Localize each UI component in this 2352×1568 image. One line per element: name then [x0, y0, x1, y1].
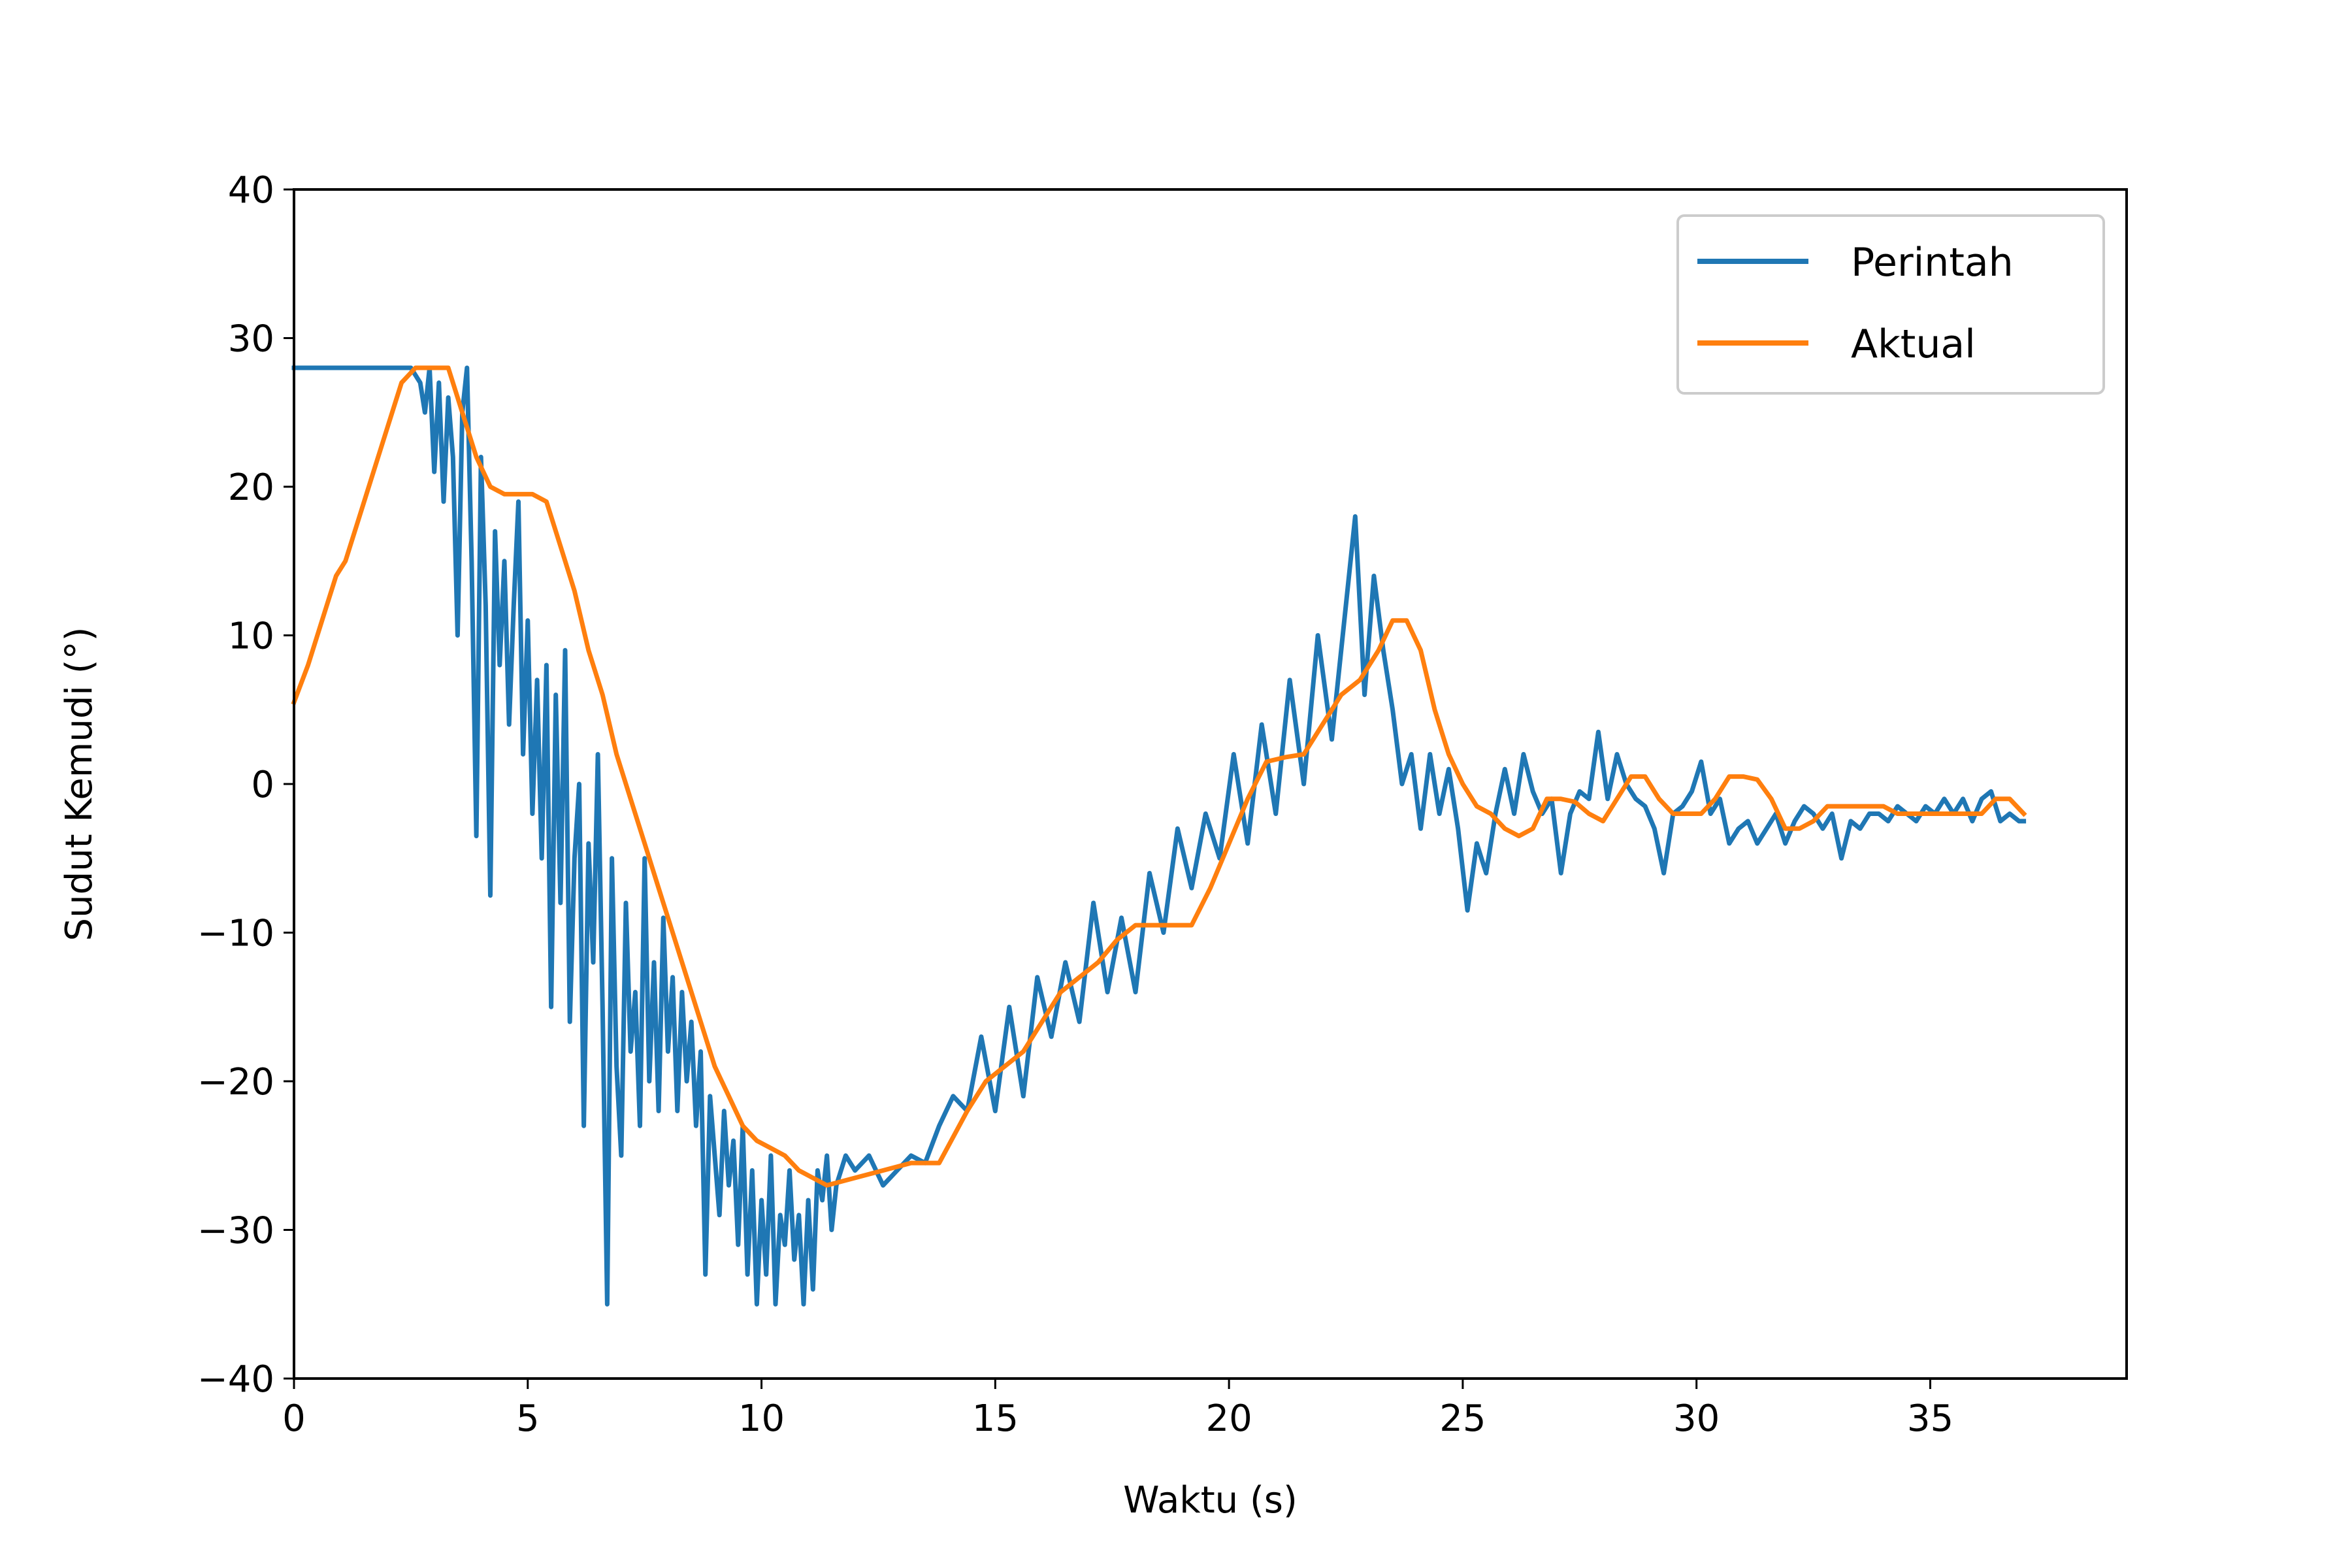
x-tick-label: 25	[1439, 1397, 1486, 1440]
y-tick-label: −10	[197, 913, 274, 955]
x-tick-label: 10	[738, 1397, 785, 1440]
x-tick-label: 30	[1673, 1397, 1720, 1440]
x-tick-label: 15	[972, 1397, 1019, 1440]
x-tick-label: 5	[516, 1397, 540, 1440]
y-tick-label: 40	[228, 169, 274, 212]
x-axis-title: Waktu (s)	[1123, 1479, 1298, 1522]
y-axis: −40 −30 −20 −10 0 10 20 30 40	[197, 169, 294, 1401]
y-tick-label: −40	[197, 1358, 274, 1401]
y-tick-label: 10	[228, 615, 274, 658]
series-line-aktual	[291, 365, 2027, 1188]
legend-label: Perintah	[1851, 240, 2014, 286]
x-tick-label: 35	[1907, 1397, 1953, 1440]
series-layer	[291, 365, 2027, 1307]
series-line-perintah	[291, 365, 2027, 1307]
y-tick-label: 20	[228, 466, 274, 509]
legend-label: Aktual	[1851, 321, 1976, 367]
legend: Perintah Aktual	[1676, 214, 2105, 395]
y-tick-label: 0	[251, 764, 274, 806]
x-tick-label: 20	[1205, 1397, 1252, 1440]
x-axis: 0 5 10 15 20 25 30 35	[282, 1379, 1953, 1440]
y-axis-title: Sudut Kemudi (°)	[58, 627, 101, 941]
y-tick-label: −30	[197, 1210, 274, 1252]
x-tick-label: 0	[282, 1397, 306, 1440]
y-tick-label: 30	[228, 318, 274, 361]
y-tick-label: −20	[197, 1061, 274, 1103]
